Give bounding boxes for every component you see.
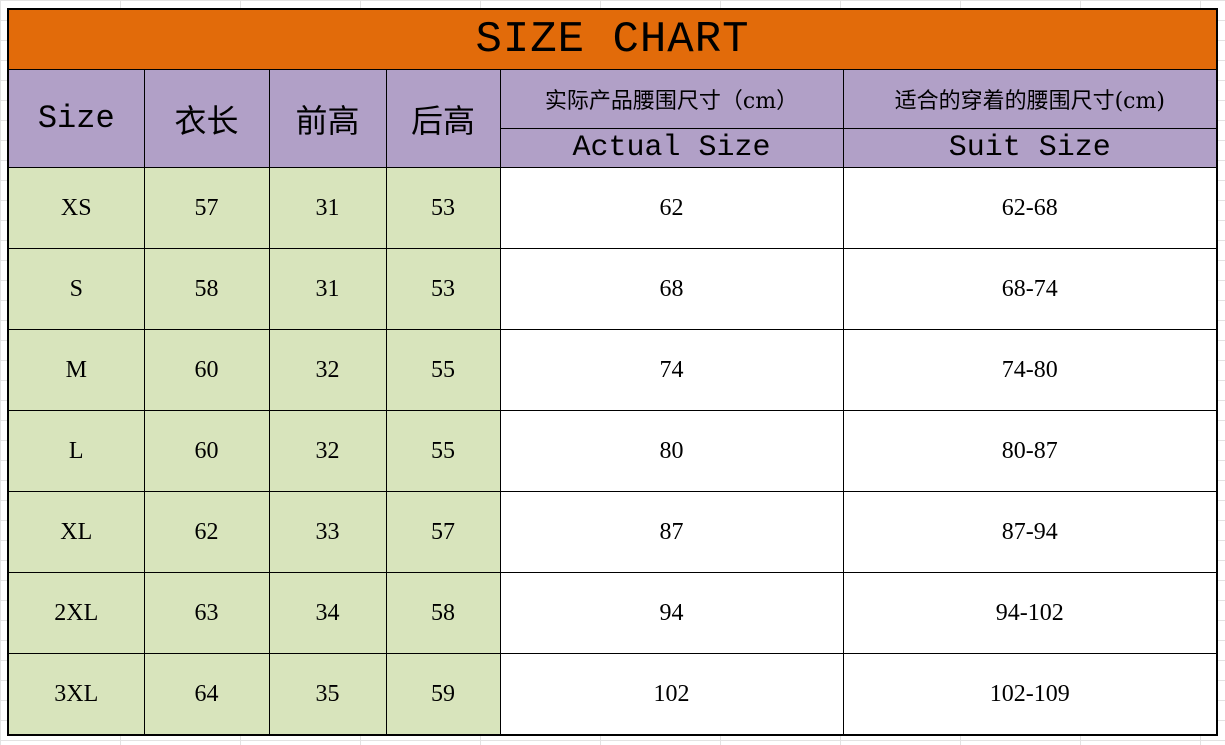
cell-size: XL [7, 491, 145, 573]
table-row: XL 62 33 57 87 87-94 [7, 491, 1218, 573]
cell-back-rise: 58 [385, 572, 501, 654]
cell-front-rise: 35 [268, 653, 387, 736]
cell-actual-size: 94 [499, 572, 844, 654]
cell-actual-size: 87 [499, 491, 844, 573]
cell-front-rise: 31 [268, 167, 387, 249]
cell-back-rise: 53 [385, 167, 501, 249]
cell-size: S [7, 248, 145, 330]
header-suit-en: Suit Size [842, 128, 1218, 168]
cell-front-rise: 34 [268, 572, 387, 654]
table-row: XS 57 31 53 62 62-68 [7, 167, 1218, 249]
cell-front-rise: 32 [268, 329, 387, 411]
cell-back-rise: 55 [385, 410, 501, 492]
cell-size: M [7, 329, 145, 411]
cell-suit-size: 80-87 [842, 410, 1218, 492]
cell-actual-size: 80 [499, 410, 844, 492]
cell-suit-size: 68-74 [842, 248, 1218, 330]
cell-front-rise: 33 [268, 491, 387, 573]
header-size: Size [7, 69, 145, 168]
cell-length: 63 [143, 572, 270, 654]
cell-back-rise: 55 [385, 329, 501, 411]
cell-actual-size: 74 [499, 329, 844, 411]
cell-length: 64 [143, 653, 270, 736]
cell-back-rise: 57 [385, 491, 501, 573]
cell-suit-size: 87-94 [842, 491, 1218, 573]
cell-suit-size: 74-80 [842, 329, 1218, 411]
cell-length: 62 [143, 491, 270, 573]
cell-actual-size: 62 [499, 167, 844, 249]
cell-size: L [7, 410, 145, 492]
table-row: 2XL 63 34 58 94 94-102 [7, 572, 1218, 654]
cell-length: 60 [143, 410, 270, 492]
header-suit-zh: 适合的穿着的腰围尺寸(cm) [842, 69, 1218, 129]
table-row: L 60 32 55 80 80-87 [7, 410, 1218, 492]
chart-title: SIZE CHART [7, 8, 1218, 70]
cell-actual-size: 102 [499, 653, 844, 736]
header-actual-zh: 实际产品腰围尺寸（cm） [499, 69, 844, 129]
size-chart-table: SIZE CHART Size 衣长 前高 后高 实际产品腰围尺寸（cm） 适合… [7, 8, 1218, 736]
cell-length: 58 [143, 248, 270, 330]
header-back-rise: 后高 [385, 69, 501, 168]
header-actual-en: Actual Size [499, 128, 844, 168]
table-row: 3XL 64 35 59 102 102-109 [7, 653, 1218, 736]
cell-front-rise: 31 [268, 248, 387, 330]
cell-size: 2XL [7, 572, 145, 654]
cell-suit-size: 102-109 [842, 653, 1218, 736]
cell-suit-size: 62-68 [842, 167, 1218, 249]
header-front-rise: 前高 [268, 69, 387, 168]
cell-length: 57 [143, 167, 270, 249]
cell-length: 60 [143, 329, 270, 411]
cell-size: 3XL [7, 653, 145, 736]
cell-back-rise: 59 [385, 653, 501, 736]
table-row: M 60 32 55 74 74-80 [7, 329, 1218, 411]
cell-front-rise: 32 [268, 410, 387, 492]
header-length: 衣长 [143, 69, 270, 168]
cell-size: XS [7, 167, 145, 249]
cell-suit-size: 94-102 [842, 572, 1218, 654]
cell-back-rise: 53 [385, 248, 501, 330]
table-row: S 58 31 53 68 68-74 [7, 248, 1218, 330]
cell-actual-size: 68 [499, 248, 844, 330]
